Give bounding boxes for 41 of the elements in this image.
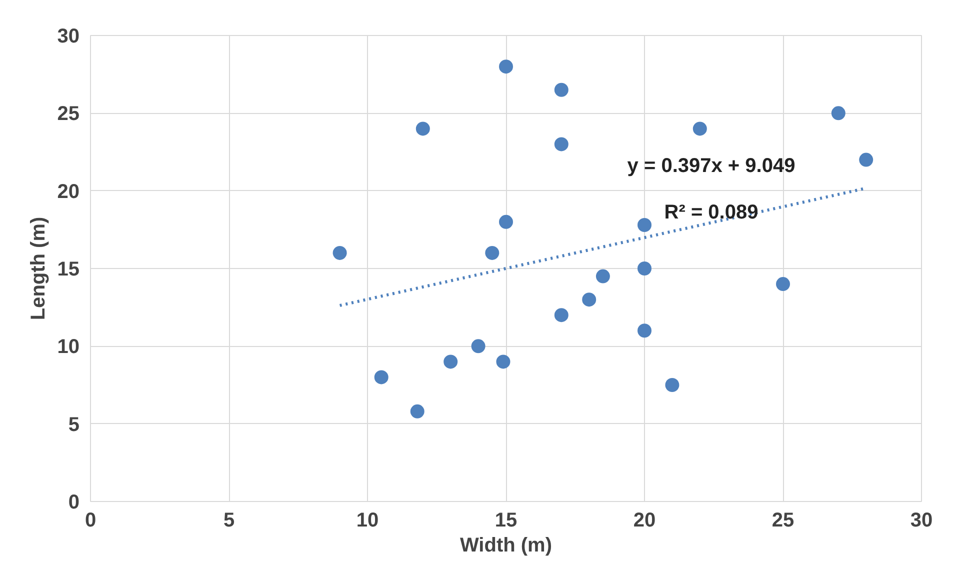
point xyxy=(332,246,347,260)
point xyxy=(499,60,513,74)
x-tick-label: 15 xyxy=(494,510,518,532)
point xyxy=(444,354,458,369)
point xyxy=(638,324,652,338)
x-tick-label: 5 xyxy=(223,510,235,532)
point xyxy=(692,122,707,136)
point xyxy=(374,370,388,384)
point xyxy=(859,152,874,167)
point xyxy=(554,82,568,97)
annotation: R² = 0.089 xyxy=(664,202,758,224)
point xyxy=(638,262,652,276)
y-tick-label: 30 xyxy=(57,26,80,48)
point xyxy=(496,354,510,369)
point xyxy=(410,404,424,418)
y-tick-label: 25 xyxy=(57,103,80,126)
y-tick-label: 15 xyxy=(57,258,80,280)
y-tick-label: 20 xyxy=(57,180,80,203)
annotation: y = 0.397x + 9.049 xyxy=(627,154,796,177)
point xyxy=(554,308,568,322)
x-tick-label: 30 xyxy=(910,510,933,532)
point xyxy=(831,106,846,120)
point xyxy=(776,277,790,292)
x-axis-title: Width (m) xyxy=(460,534,552,556)
point xyxy=(416,122,430,136)
x-tick-label: 10 xyxy=(356,510,379,532)
x-tick-label: 25 xyxy=(772,510,794,532)
x-tick-label: 20 xyxy=(633,510,656,532)
point xyxy=(471,339,486,354)
x-tick-label: 0 xyxy=(84,510,96,532)
y-tick-label: 10 xyxy=(57,336,80,358)
point xyxy=(499,214,513,229)
y-tick-label: 0 xyxy=(68,492,80,514)
point xyxy=(582,292,596,307)
y-tick-label: 5 xyxy=(68,414,80,436)
y-axis-title: Length (m) xyxy=(27,216,50,320)
point xyxy=(665,378,680,392)
point xyxy=(638,218,652,232)
point xyxy=(554,137,568,152)
point xyxy=(596,269,610,284)
point xyxy=(485,246,500,260)
